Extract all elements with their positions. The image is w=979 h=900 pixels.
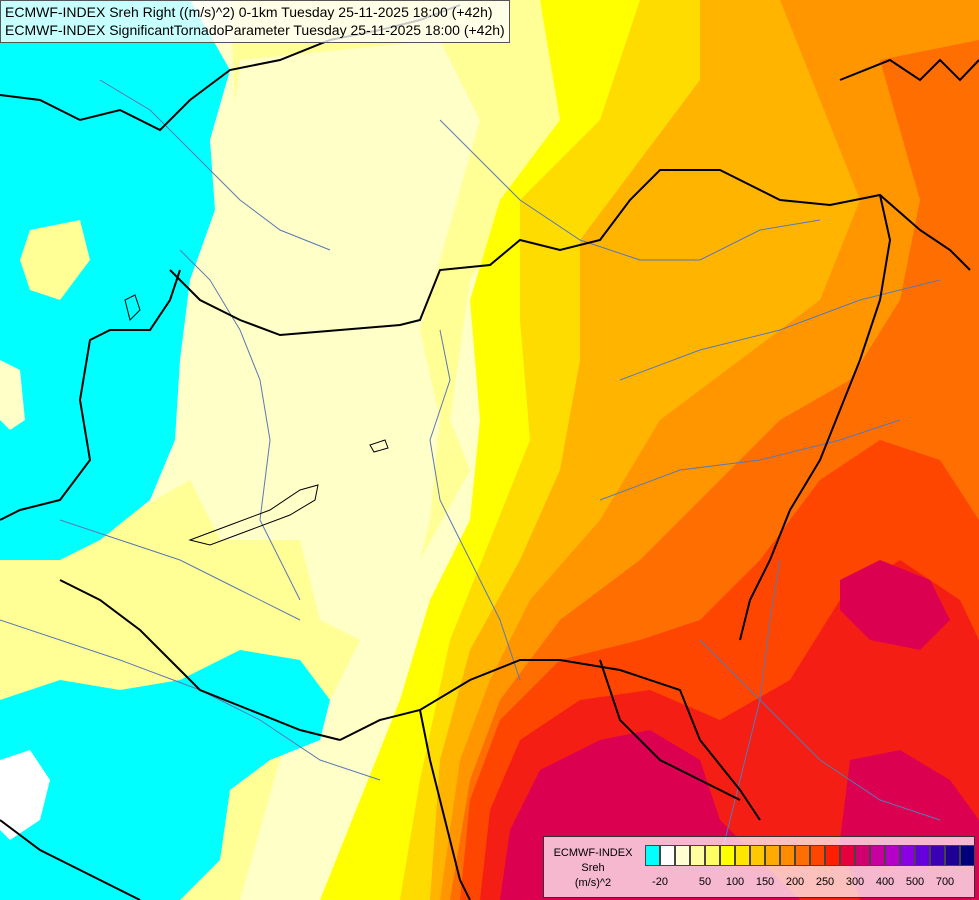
legend-ticks: -20 50 100 150 200 250 300 400 500 700 [645, 876, 975, 890]
field-pale [190, 40, 480, 640]
field-yellow-blob [20, 220, 90, 300]
legend-title-param: Sreh [581, 862, 605, 874]
legend-swatch [855, 845, 870, 866]
legend-tick-label: 200 [785, 876, 805, 888]
border-romania-east [839, 58, 979, 82]
legend-swatch [900, 845, 915, 866]
color-legend: ECMWF-INDEX Sreh (m/s)^2 -20 50 100 150 200 2… [543, 836, 975, 898]
legend-swatch [735, 845, 750, 866]
legend-swatch [810, 845, 825, 866]
legend-swatch [885, 845, 900, 866]
legend-tick-label: -20 [652, 876, 668, 888]
legend-tick-label: 50 [698, 876, 712, 888]
lakes [124, 294, 389, 546]
border-bosnia [0, 819, 141, 900]
legend-tick-label: 300 [845, 876, 865, 888]
field-pale-blob [0, 360, 25, 430]
border-west-slovenia [0, 269, 181, 521]
river-danube [179, 249, 301, 601]
legend-swatch [780, 845, 795, 866]
river-mures [599, 419, 901, 501]
border-north-hungary [169, 169, 971, 337]
legend-swatch [645, 845, 660, 866]
map-title-box: ECMWF-INDEX Sreh Right ((m/s)^2) 0-1km T… [0, 0, 510, 43]
legend-tick-label: 100 [725, 876, 745, 888]
border-serbia-west [419, 709, 471, 900]
field-crimson-east [840, 560, 950, 650]
river-somes [619, 279, 941, 381]
legend-swatch [705, 845, 720, 866]
legend-tick-label: 700 [935, 876, 955, 888]
river-drava [59, 519, 301, 621]
legend-swatch [945, 845, 960, 866]
legend-swatch [720, 845, 735, 866]
legend-title: ECMWF-INDEX Sreh (m/s)^2 [548, 846, 638, 891]
field-white-patch [0, 750, 50, 840]
title-line-2: ECMWF-INDEX SignificantTornadoParameter … [5, 22, 505, 38]
border-hungary-romania [739, 194, 892, 641]
river-tisza [429, 329, 521, 681]
lake-small [369, 439, 389, 453]
lake-neusiedl [124, 294, 141, 321]
title-line-1: ECMWF-INDEX Sreh Right ((m/s)^2) 0-1km T… [5, 4, 493, 20]
legend-swatch [825, 845, 840, 866]
legend-swatch [840, 845, 855, 866]
river-north [439, 119, 821, 261]
legend-swatch [930, 845, 945, 866]
legend-swatch [915, 845, 930, 866]
border-southeast [599, 659, 741, 801]
legend-swatches [645, 845, 975, 866]
legend-swatch [750, 845, 765, 866]
legend-swatch [675, 845, 690, 866]
legend-swatch [870, 845, 885, 866]
field-cyan-west [0, 0, 230, 560]
legend-swatch [690, 845, 705, 866]
legend-swatch [765, 845, 780, 866]
border-south [339, 659, 761, 821]
legend-swatch [960, 845, 975, 866]
legend-tick-label: 150 [755, 876, 775, 888]
legend-tick-label: 400 [875, 876, 895, 888]
river-west [99, 79, 331, 251]
field-cyan-southwest [0, 650, 330, 900]
legend-tick-label: 250 [815, 876, 835, 888]
lake-balaton [188, 484, 319, 546]
legend-swatch [795, 845, 810, 866]
legend-swatch [660, 845, 675, 866]
legend-title-unit: (m/s)^2 [574, 877, 612, 889]
rivers [0, 79, 941, 861]
border-croatia [59, 579, 341, 741]
river-east-lower [699, 639, 941, 821]
legend-tick-label: 500 [905, 876, 925, 888]
legend-title-model: ECMWF-INDEX [553, 847, 633, 859]
